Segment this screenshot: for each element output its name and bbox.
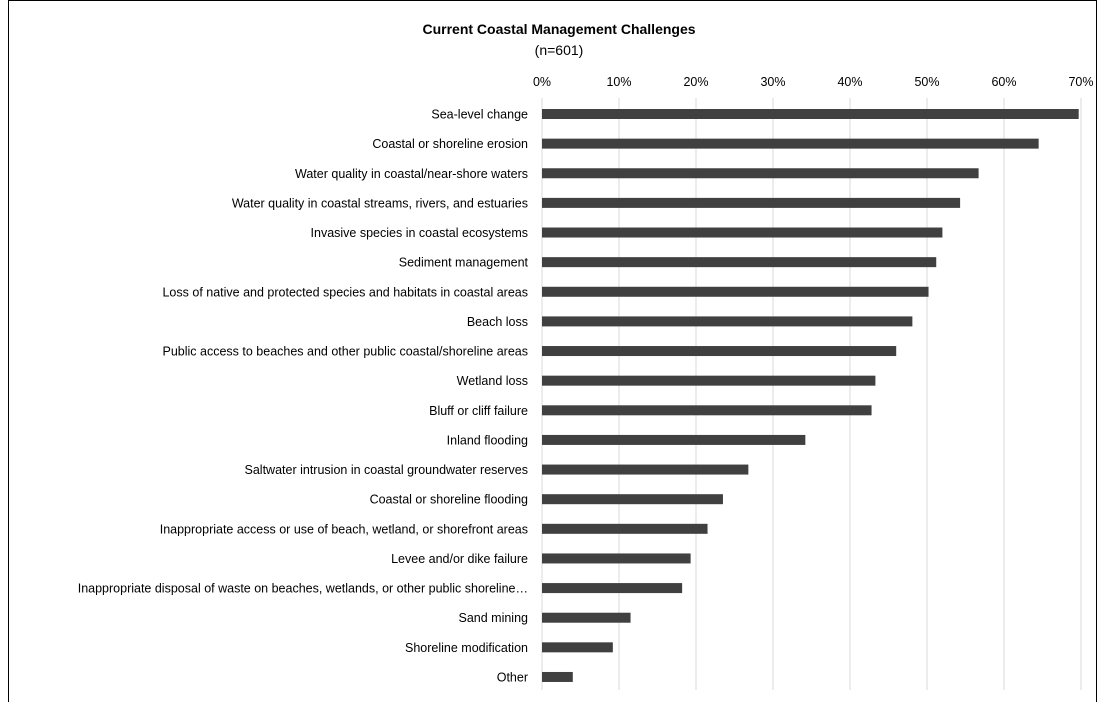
bar	[542, 434, 806, 445]
x-tick-label: 50%	[914, 75, 939, 89]
bar	[542, 405, 872, 416]
category-label: Sediment management	[399, 256, 529, 270]
category-label: Saltwater intrusion in coastal groundwat…	[245, 463, 528, 477]
category-label: Shoreline modification	[405, 641, 528, 655]
bar	[542, 671, 573, 682]
category-label: Bluff or cliff failure	[429, 404, 528, 418]
x-tick-label: 70%	[1068, 75, 1093, 89]
bar	[542, 227, 943, 238]
bar	[542, 494, 723, 505]
bar	[542, 168, 979, 179]
category-label: Coastal or shoreline flooding	[370, 493, 528, 507]
bar	[542, 316, 913, 327]
category-label: Sand mining	[459, 611, 529, 625]
x-tick-label: 60%	[991, 75, 1016, 89]
category-label: Levee and/or dike failure	[391, 552, 528, 566]
bar	[542, 612, 631, 623]
category-label: Public access to beaches and other publi…	[163, 345, 529, 359]
bar	[542, 197, 961, 208]
bar	[542, 375, 876, 386]
chart-subtitle: (n=601)	[535, 42, 584, 58]
x-tick-label: 30%	[760, 75, 785, 89]
bar	[542, 346, 897, 357]
x-tick-label: 10%	[606, 75, 631, 89]
bar	[542, 523, 708, 534]
bar	[542, 583, 683, 594]
chart-frame	[8, 0, 1097, 702]
bar	[542, 553, 691, 564]
category-label: Inland flooding	[447, 433, 528, 447]
bar	[542, 109, 1079, 119]
bar	[542, 138, 1039, 149]
category-label: Beach loss	[467, 315, 528, 329]
x-tick-label: 40%	[837, 75, 862, 89]
bar	[542, 286, 929, 297]
category-label: Other	[497, 670, 528, 684]
category-labels: Sea-level change Coastal or shoreline ero…	[78, 108, 529, 685]
category-label: Inappropriate disposal of waste on beach…	[78, 582, 528, 596]
chart-title: Current Coastal Management Challenges	[422, 21, 695, 37]
category-label: Inappropriate access or use of beach, we…	[160, 522, 528, 536]
bar	[542, 642, 613, 653]
category-label: Water quality in coastal streams, rivers…	[232, 196, 528, 210]
category-label: Loss of native and protected species and…	[162, 285, 528, 299]
x-axis-ticks: 0% 10% 20% 30% 40% 50% 60% 70%	[533, 75, 1094, 89]
category-label: Wetland loss	[457, 374, 528, 388]
x-tick-label: 20%	[683, 75, 708, 89]
bars	[542, 109, 1079, 682]
gridlines	[541, 98, 1082, 690]
x-tick-label: 0%	[533, 75, 551, 89]
bar	[542, 464, 749, 475]
category-label: Sea-level change	[431, 108, 528, 122]
bar	[542, 257, 937, 268]
category-label: Water quality in coastal/near-shore wate…	[295, 167, 528, 181]
category-label: Coastal or shoreline erosion	[372, 137, 528, 151]
category-label: Invasive species in coastal ecosystems	[311, 226, 528, 240]
